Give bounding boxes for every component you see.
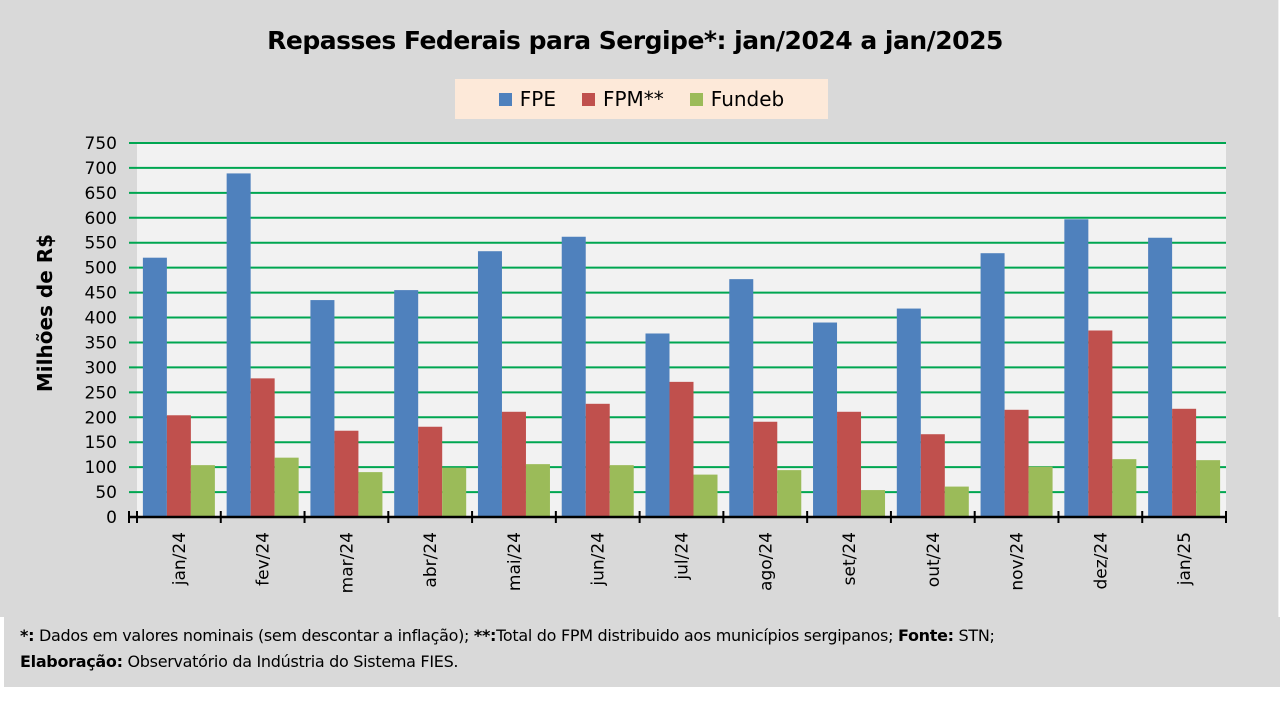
chart-title: Repasses Federais para Sergipe*: jan/202… (267, 26, 1003, 55)
bar-fundeb-mar-24 (358, 472, 383, 517)
bar-fundeb-fev-24 (274, 457, 299, 517)
bar-fpm-mar-24 (334, 430, 359, 517)
footnote-line-2: Elaboração: Observatório da Indústria do… (20, 652, 459, 671)
bar-fpe-jan-24 (142, 257, 167, 517)
x-tick-label: abr/24 (421, 532, 441, 588)
bar-fundeb-abr-24 (442, 467, 467, 517)
x-tick-label: jul/24 (673, 532, 693, 581)
footnote-text: Dados em valores nominais (sem descontar… (34, 626, 474, 645)
bar-fundeb-set-24 (861, 490, 886, 517)
bar-fundeb-jun-24 (609, 465, 634, 517)
bar-fundeb-out-24 (944, 486, 969, 517)
legend-swatch-fpe (498, 92, 512, 106)
bar-fpe-ago-24 (729, 279, 754, 517)
bar-fpm-abr-24 (418, 426, 443, 517)
y-tick-label: 200 (85, 408, 117, 428)
y-tick-label: 750 (85, 134, 117, 154)
bar-fpm-jan-24 (166, 415, 191, 517)
y-tick-label: 350 (85, 333, 117, 353)
bar-fpm-set-24 (837, 411, 862, 517)
legend-swatch-fundeb (689, 92, 703, 106)
y-tick-label: 300 (85, 358, 117, 378)
bar-fpm-jun-24 (585, 403, 610, 517)
footnote-label: Elaboração: (20, 652, 123, 671)
bar-fundeb-jul-24 (693, 474, 718, 517)
bar-fpm-mai-24 (501, 411, 526, 517)
footnote-text: Observatório da Indústria do Sistema FIE… (122, 652, 459, 671)
bar-fundeb-dez-24 (1112, 459, 1137, 517)
y-tick-label: 550 (85, 234, 117, 254)
legend-item-fpe: FPE (498, 87, 556, 111)
bar-fpe-abr-24 (394, 290, 419, 517)
bar-fpm-out-24 (920, 434, 945, 517)
y-tick-label: 450 (85, 284, 117, 304)
x-tick-label: dez/24 (1091, 532, 1111, 590)
x-tick-label: jun/24 (589, 532, 609, 587)
bar-fpe-mar-24 (310, 300, 335, 517)
legend-item-fpm: FPM** (581, 87, 664, 111)
y-tick-label: 100 (85, 458, 117, 478)
bar-fpm-ago-24 (753, 421, 778, 517)
footnote-label: Fonte: (897, 626, 954, 645)
x-tick-label: out/24 (924, 532, 944, 587)
bar-fpm-jan-25 (1172, 408, 1197, 517)
bar-fundeb-jan-25 (1196, 460, 1221, 517)
x-tick-label: nov/24 (1008, 532, 1028, 591)
legend-item-fundeb: Fundeb (689, 87, 785, 111)
y-tick-label: 400 (85, 309, 117, 329)
legend-swatch-fpm (581, 92, 595, 106)
y-tick-label: 50 (95, 483, 117, 503)
bar-fpe-mai-24 (477, 251, 502, 517)
legend-label-fpm: FPM** (602, 87, 664, 111)
footnote-text: Total do FPM distribuido aos municípios … (496, 626, 898, 645)
bar-fundeb-jan-24 (190, 465, 215, 517)
x-tick-label: ago/24 (756, 532, 776, 591)
footnote-label: *: (20, 626, 35, 645)
bar-fpe-fev-24 (226, 173, 251, 517)
bar-fpe-nov-24 (980, 253, 1005, 518)
footnote-text: STN; (953, 626, 995, 645)
bar-fpe-set-24 (813, 322, 838, 517)
bar-fpm-dez-24 (1088, 330, 1113, 517)
legend-label-fundeb: Fundeb (710, 87, 785, 111)
x-tick-label: mai/24 (505, 532, 525, 591)
bar-fundeb-mai-24 (525, 464, 550, 517)
bar-fpm-jul-24 (669, 381, 694, 517)
legend: FPE FPM** Fundeb (455, 79, 828, 119)
x-tick-label: set/24 (840, 532, 860, 585)
bar-fpm-fev-24 (250, 378, 275, 517)
x-tick-label: jan/25 (1175, 532, 1195, 586)
legend-label-fpe: FPE (519, 87, 556, 111)
y-tick-label: 0 (106, 508, 117, 528)
y-axis-label: Milhões de R$ (33, 234, 57, 392)
y-tick-label: 250 (85, 383, 117, 403)
y-tick-label: 650 (85, 184, 117, 204)
y-tick-label: 500 (85, 259, 117, 279)
y-tick-label: 600 (85, 209, 117, 229)
bar-fpe-out-24 (896, 308, 921, 517)
bar-fpe-jun-24 (561, 236, 586, 517)
bar-fpe-jul-24 (645, 333, 670, 517)
x-tick-label: mar/24 (337, 532, 357, 593)
bar-fundeb-ago-24 (777, 470, 802, 517)
y-tick-label: 700 (85, 159, 117, 179)
bar-chart: 0 50 100 150 200 250 300 350 400 450 500 550 600 650 7… (33, 134, 1227, 593)
x-tick-label: fev/24 (254, 532, 274, 586)
footnote: *: Dados em valores nominais (sem descon… (4, 617, 1280, 687)
bar-fpm-nov-24 (1004, 409, 1029, 517)
footnote-label: **: (473, 626, 497, 645)
bar-fpe-jan-25 (1148, 237, 1173, 517)
y-tick-label: 150 (85, 433, 117, 453)
bar-fundeb-nov-24 (1028, 466, 1053, 517)
footnote-line-1: *: Dados em valores nominais (sem descon… (20, 626, 995, 645)
bar-fpe-dez-24 (1064, 219, 1089, 517)
x-tick-label: jan/24 (170, 532, 190, 586)
